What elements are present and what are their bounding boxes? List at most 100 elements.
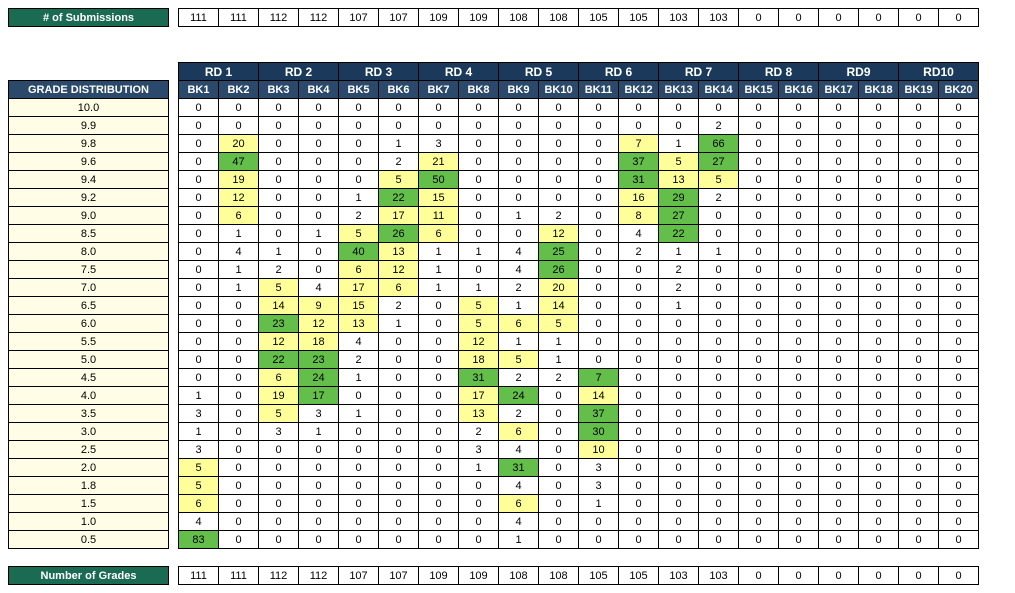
grade-count-cell: 6	[259, 369, 299, 387]
grade-value-label: 1.8	[9, 477, 169, 495]
grade-count-cell: 0	[339, 99, 379, 117]
grade-value-label: 3.5	[9, 405, 169, 423]
grade-row: 5.500121840012110000000000	[9, 333, 979, 351]
grade-count-cell: 1	[419, 243, 459, 261]
grade-count-cell: 0	[819, 225, 859, 243]
grade-count-cell: 0	[779, 189, 819, 207]
grade-count-cell: 0	[419, 441, 459, 459]
grade-count-cell: 0	[459, 171, 499, 189]
grade-count-cell: 0	[819, 405, 859, 423]
grade-count-cell: 0	[299, 153, 339, 171]
grade-count-cell: 0	[499, 135, 539, 153]
grade-count-cell: 0	[779, 315, 819, 333]
grade-count-cell: 0	[819, 297, 859, 315]
grade-count-cell: 0	[179, 117, 219, 135]
grade-count-cell: 0	[419, 495, 459, 513]
grade-count-cell: 0	[699, 207, 739, 225]
grade-count-cell: 0	[739, 189, 779, 207]
grade-count-cell: 0	[939, 189, 979, 207]
grade-count-cell: 0	[899, 189, 939, 207]
grade-count-cell: 0	[819, 261, 859, 279]
grade-count-cell: 0	[819, 315, 859, 333]
round-header: RD9	[819, 63, 899, 81]
grade-row: 1.560000000601000000000	[9, 495, 979, 513]
grade-count-cell: 0	[899, 387, 939, 405]
grade-count-cell: 0	[859, 153, 899, 171]
grade-count-cell: 0	[859, 243, 899, 261]
grade-count-cell: 2	[259, 261, 299, 279]
grade-value-label: 10.0	[9, 99, 169, 117]
number-of-grades-cell: 107	[379, 567, 419, 585]
grade-count-cell: 4	[179, 513, 219, 531]
grade-count-cell: 0	[459, 135, 499, 153]
grade-count-cell: 0	[219, 99, 259, 117]
grade-count-cell: 0	[539, 99, 579, 117]
submissions-cell: 109	[459, 9, 499, 27]
grade-count-cell: 0	[259, 441, 299, 459]
grade-row: 1.850000000403000000000	[9, 477, 979, 495]
round-header: RD 3	[339, 63, 419, 81]
grade-count-cell: 0	[939, 351, 979, 369]
grade-count-cell: 0	[539, 189, 579, 207]
number-of-grades-cell: 108	[499, 567, 539, 585]
grade-count-cell: 17	[379, 207, 419, 225]
grade-table: # of Submissions111111112112107107109109…	[8, 8, 979, 585]
grade-count-cell: 0	[179, 189, 219, 207]
grade-count-cell: 18	[299, 333, 339, 351]
grade-count-cell: 1	[539, 351, 579, 369]
grade-count-cell: 0	[739, 153, 779, 171]
round-header: RD 1	[179, 63, 259, 81]
grade-count-cell: 0	[699, 405, 739, 423]
number-of-grades-cell: 109	[419, 567, 459, 585]
grade-count-cell: 5	[699, 171, 739, 189]
grade-count-cell: 5	[179, 459, 219, 477]
grade-count-cell: 0	[939, 171, 979, 189]
grade-count-cell: 1	[419, 261, 459, 279]
grade-count-cell: 0	[779, 171, 819, 189]
grade-count-cell: 0	[539, 153, 579, 171]
grade-count-cell: 0	[659, 333, 699, 351]
grade-count-cell: 0	[299, 261, 339, 279]
grade-count-cell: 0	[579, 333, 619, 351]
grade-row: 7.50120612104260020000000	[9, 261, 979, 279]
grade-count-cell: 0	[779, 225, 819, 243]
bk-header: BK17	[819, 81, 859, 99]
grade-value-label: 6.0	[9, 315, 169, 333]
bk-header: BK13	[659, 81, 699, 99]
grade-count-cell: 0	[939, 387, 979, 405]
grade-count-cell: 0	[699, 99, 739, 117]
grade-count-cell: 0	[419, 387, 459, 405]
submissions-cell: 0	[859, 9, 899, 27]
grade-count-cell: 0	[699, 279, 739, 297]
grade-count-cell: 0	[579, 189, 619, 207]
grade-count-cell: 0	[779, 495, 819, 513]
grade-value-label: 8.5	[9, 225, 169, 243]
grade-count-cell: 0	[539, 513, 579, 531]
grade-count-cell: 0	[699, 495, 739, 513]
grade-count-cell: 31	[459, 369, 499, 387]
bk-header-row: GRADE DISTRIBUTIONBK1BK2BK3BK4BK5BK6BK7B…	[9, 81, 979, 99]
grade-count-cell: 0	[739, 171, 779, 189]
grade-row: 9.006002171101208270000000	[9, 207, 979, 225]
grade-count-cell: 0	[259, 207, 299, 225]
grade-count-cell: 0	[939, 153, 979, 171]
grade-count-cell: 2	[699, 117, 739, 135]
grade-count-cell: 0	[419, 351, 459, 369]
grade-count-cell: 0	[259, 225, 299, 243]
grade-count-cell: 4	[499, 513, 539, 531]
grade-count-cell: 0	[259, 171, 299, 189]
grade-count-cell: 0	[939, 297, 979, 315]
round-header: RD10	[899, 63, 979, 81]
grade-count-cell: 0	[859, 477, 899, 495]
number-of-grades-row: Number of Grades111111112112107107109109…	[9, 567, 979, 585]
grade-count-cell: 0	[899, 297, 939, 315]
grade-count-cell: 5	[459, 315, 499, 333]
grade-count-cell: 0	[299, 531, 339, 549]
grade-row: 3.0103100026030000000000	[9, 423, 979, 441]
grade-count-cell: 0	[819, 189, 859, 207]
grade-count-cell: 0	[819, 477, 859, 495]
grade-count-cell: 0	[899, 207, 939, 225]
grade-count-cell: 0	[179, 333, 219, 351]
bk-header: BK5	[339, 81, 379, 99]
grade-count-cell: 0	[779, 243, 819, 261]
